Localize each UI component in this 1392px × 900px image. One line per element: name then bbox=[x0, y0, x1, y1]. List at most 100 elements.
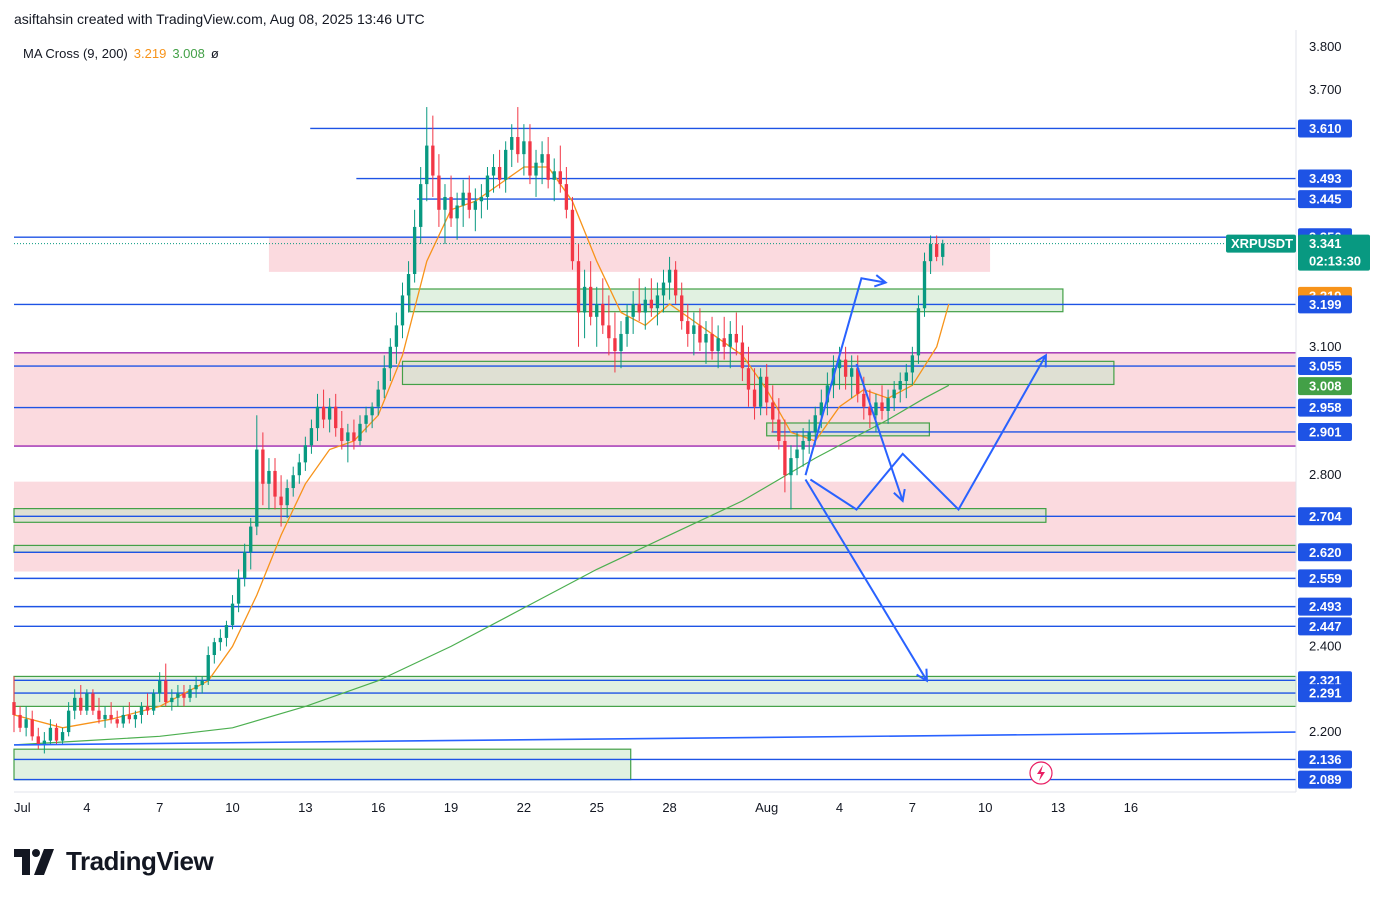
candle[interactable] bbox=[491, 154, 496, 193]
candle[interactable] bbox=[437, 154, 441, 227]
candle[interactable] bbox=[564, 166, 569, 219]
candle[interactable] bbox=[164, 663, 168, 707]
candle[interactable] bbox=[91, 689, 95, 715]
candle[interactable] bbox=[309, 419, 314, 454]
projection-path[interactable] bbox=[809, 354, 1047, 512]
candle[interactable] bbox=[856, 355, 860, 403]
candle[interactable] bbox=[728, 321, 732, 369]
candle[interactable] bbox=[576, 244, 581, 347]
candle[interactable] bbox=[151, 689, 156, 715]
candle[interactable] bbox=[528, 124, 532, 185]
candle[interactable] bbox=[12, 676, 16, 733]
candle[interactable] bbox=[200, 676, 204, 694]
green-zone[interactable] bbox=[401, 360, 1115, 386]
candle[interactable] bbox=[941, 239, 945, 266]
ma200-line[interactable] bbox=[13, 384, 950, 746]
price-chart[interactable]: 3.800 3.700 3.100 2.800 2.400 2.200 Jul 4 7 10 13… bbox=[0, 0, 1392, 830]
candle[interactable] bbox=[710, 316, 714, 360]
candle[interactable] bbox=[504, 141, 508, 193]
candle[interactable] bbox=[461, 179, 465, 227]
candle[interactable] bbox=[212, 637, 216, 664]
candle[interactable] bbox=[431, 115, 435, 197]
candle[interactable] bbox=[66, 702, 71, 737]
candle[interactable] bbox=[698, 308, 702, 352]
trendline[interactable] bbox=[13, 731, 1297, 746]
price-tag[interactable]: 2.493 bbox=[1298, 597, 1352, 616]
candle[interactable] bbox=[686, 303, 690, 347]
candle[interactable] bbox=[740, 325, 745, 382]
candle[interactable] bbox=[406, 261, 411, 313]
candle[interactable] bbox=[267, 458, 271, 510]
candle[interactable] bbox=[868, 389, 872, 429]
candle[interactable] bbox=[552, 158, 556, 202]
candle[interactable] bbox=[752, 368, 757, 420]
price-tag[interactable]: 3.610 bbox=[1298, 119, 1352, 138]
candle[interactable] bbox=[412, 209, 417, 283]
candle[interactable] bbox=[874, 393, 878, 433]
candle[interactable] bbox=[595, 286, 599, 347]
projection-path[interactable] bbox=[804, 478, 928, 682]
candle[interactable] bbox=[934, 235, 939, 262]
candle[interactable] bbox=[473, 188, 477, 232]
candle[interactable] bbox=[279, 475, 283, 527]
price-tag[interactable]: 2.291 bbox=[1298, 684, 1352, 703]
candle[interactable] bbox=[176, 684, 180, 707]
candle[interactable] bbox=[795, 432, 799, 476]
candle[interactable] bbox=[758, 368, 763, 416]
candle[interactable] bbox=[825, 372, 830, 416]
candle[interactable] bbox=[236, 569, 241, 613]
candle[interactable] bbox=[419, 166, 423, 245]
candle[interactable] bbox=[534, 149, 538, 197]
candle[interactable] bbox=[680, 282, 684, 330]
candle[interactable] bbox=[394, 312, 399, 364]
candle[interactable] bbox=[516, 107, 520, 163]
candle[interactable] bbox=[170, 689, 174, 711]
candle[interactable] bbox=[655, 282, 660, 326]
candle[interactable] bbox=[613, 312, 617, 373]
candle[interactable] bbox=[673, 261, 678, 304]
price-tag[interactable]: 3.199 bbox=[1298, 295, 1352, 314]
pink-zone[interactable] bbox=[14, 481, 1296, 572]
candle[interactable] bbox=[588, 261, 593, 326]
candle[interactable] bbox=[643, 286, 647, 330]
price-tag[interactable]: 2.447 bbox=[1298, 617, 1352, 636]
candle[interactable] bbox=[892, 381, 896, 411]
candle[interactable] bbox=[60, 727, 65, 745]
candle[interactable] bbox=[42, 732, 47, 754]
tradingview-logo[interactable]: TradingView bbox=[14, 846, 214, 877]
candle[interactable] bbox=[115, 710, 119, 728]
candle[interactable] bbox=[455, 192, 459, 240]
candle[interactable] bbox=[510, 124, 514, 167]
candle[interactable] bbox=[649, 278, 654, 317]
candle[interactable] bbox=[297, 453, 301, 484]
candle[interactable] bbox=[109, 702, 113, 724]
candle[interactable] bbox=[36, 727, 40, 750]
candle[interactable] bbox=[522, 124, 526, 176]
candle[interactable] bbox=[916, 295, 921, 364]
candle[interactable] bbox=[667, 256, 672, 300]
candle[interactable] bbox=[364, 406, 368, 433]
candle[interactable] bbox=[734, 312, 739, 356]
green-zone[interactable] bbox=[766, 422, 930, 437]
current-price-tag[interactable]: 3.341 02:13:30 bbox=[1298, 234, 1370, 271]
candle[interactable] bbox=[133, 710, 138, 728]
candle[interactable] bbox=[910, 346, 915, 386]
candle[interactable] bbox=[73, 689, 77, 720]
candle[interactable] bbox=[85, 689, 89, 715]
price-tag[interactable]: 3.055 bbox=[1298, 357, 1352, 376]
price-tag[interactable]: 3.445 bbox=[1298, 190, 1352, 209]
candle[interactable] bbox=[898, 372, 902, 403]
green-zone[interactable] bbox=[13, 508, 1047, 523]
candle[interactable] bbox=[467, 175, 471, 219]
candle[interactable] bbox=[783, 419, 787, 493]
candle[interactable] bbox=[449, 175, 453, 227]
candle[interactable] bbox=[789, 445, 793, 510]
candle[interactable] bbox=[716, 325, 720, 369]
price-tag[interactable]: 3.008 bbox=[1298, 377, 1352, 396]
projection-path[interactable] bbox=[855, 363, 904, 502]
candle[interactable] bbox=[334, 393, 338, 437]
candle[interactable] bbox=[904, 363, 908, 399]
candle[interactable] bbox=[625, 303, 629, 347]
candle[interactable] bbox=[637, 278, 641, 322]
candle[interactable] bbox=[601, 278, 605, 334]
